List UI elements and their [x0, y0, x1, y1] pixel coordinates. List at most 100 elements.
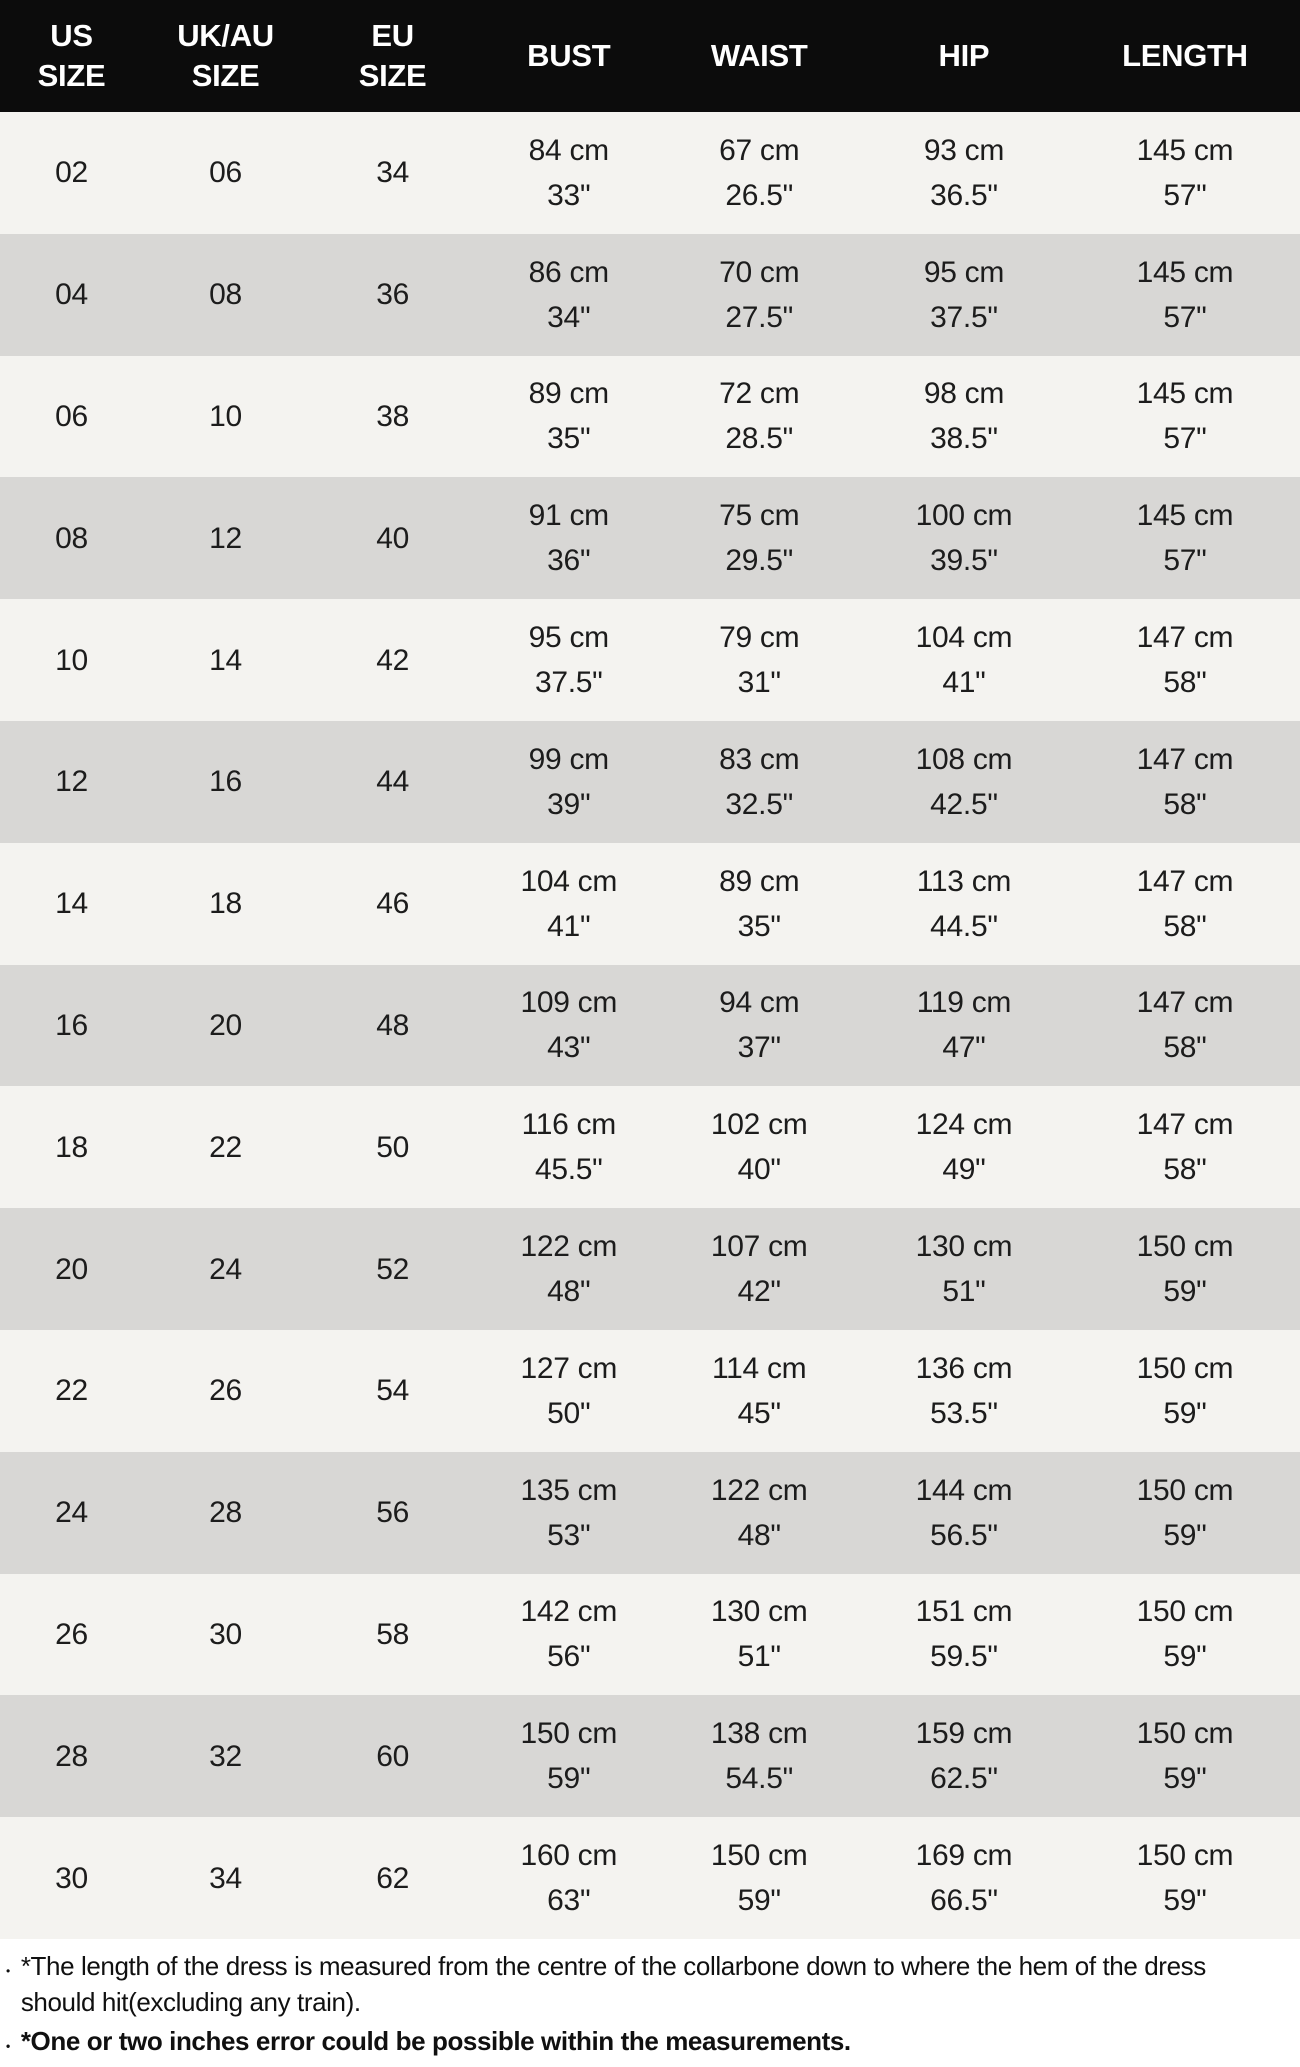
cell-uk-au-size: 32 [209, 1739, 242, 1773]
cell-us-size: 18 [55, 1130, 88, 1164]
cell-hip: 119 cm 47" [916, 986, 1012, 1065]
cell-hip: 151 cm 59.5" [915, 1595, 1013, 1674]
cell-hip: 93 cm 36.5" [923, 133, 1005, 212]
table-row: 30 34 62 160 cm 63" 150 cm 59" 169 cm 66.5" 15… [0, 1817, 1300, 1939]
cell-hip: 130 cm 51" [915, 1230, 1013, 1309]
cell-us-size: 04 [55, 278, 88, 312]
cell-uk-au-size: 24 [209, 1252, 242, 1286]
cell-bust: 91 cm 36" [528, 499, 610, 578]
table-row: 06 10 38 89 cm 35" 72 cm 28.5" 98 cm 38.5" 145… [0, 355, 1300, 478]
cell-uk-au-size: 22 [209, 1130, 242, 1164]
cell-us-size: 20 [55, 1252, 88, 1286]
cell-length: 150 cm 59" [1136, 1473, 1234, 1552]
cell-us-size: 10 [55, 643, 88, 677]
cell-eu-size: 52 [376, 1252, 409, 1286]
cell-hip: 136 cm 53.5" [915, 1351, 1013, 1430]
table-row: 14 18 46 104 cm 41" 89 cm 35" 113 cm 44.5" 147… [0, 842, 1300, 965]
cell-eu-size: 58 [376, 1617, 409, 1651]
cell-uk-au-size: 06 [209, 156, 242, 190]
cell-length: 147 cm 58" [1136, 1108, 1234, 1187]
cell-hip: 95 cm 37.5" [923, 255, 1005, 334]
size-table: US SIZE UK/AU SIZE EU SIZE BUST WAIST HIP LENG… [0, 0, 1300, 1939]
cell-eu-size: 62 [376, 1861, 409, 1895]
cell-waist: 114 cm 45" [712, 1351, 807, 1430]
cell-length: 147 cm 58" [1136, 742, 1234, 821]
cell-eu-size: 36 [376, 278, 409, 312]
cell-waist: 83 cm 32.5" [719, 742, 800, 821]
cell-bust: 84 cm 33" [528, 133, 610, 212]
cell-uk-au-size: 26 [209, 1374, 242, 1408]
table-row: 10 14 42 95 cm 37.5" 79 cm 31" 104 cm 41" 147 … [0, 599, 1300, 721]
cell-hip: 100 cm 39.5" [915, 499, 1013, 578]
cell-uk-au-size: 08 [209, 278, 242, 312]
cell-hip: 144 cm 56.5" [915, 1473, 1013, 1552]
cell-bust: 142 cm 56" [520, 1595, 618, 1674]
cell-waist: 79 cm 31" [719, 621, 800, 700]
cell-eu-size: 46 [376, 887, 409, 921]
footnote: • *The length of the dress is measured fr… [6, 1948, 1272, 2020]
cell-us-size: 26 [55, 1617, 88, 1651]
table-row: 12 16 44 99 cm 39" 83 cm 32.5" 108 cm 42.5" 14… [0, 720, 1300, 843]
cell-us-size: 08 [55, 521, 88, 555]
cell-waist: 138 cm 54.5" [710, 1717, 808, 1796]
cell-bust: 99 cm 39" [528, 742, 610, 821]
cell-eu-size: 34 [376, 156, 409, 190]
column-header-eu-size: EU SIZE [358, 18, 427, 93]
cell-bust: 89 cm 35" [528, 377, 610, 456]
cell-length: 147 cm 58" [1136, 621, 1234, 700]
cell-uk-au-size: 34 [209, 1861, 242, 1895]
cell-bust: 122 cm 48" [520, 1230, 618, 1309]
cell-hip: 98 cm 38.5" [923, 377, 1005, 456]
cell-hip: 169 cm 66.5" [915, 1839, 1013, 1918]
cell-uk-au-size: 30 [209, 1617, 242, 1651]
cell-us-size: 06 [55, 399, 88, 433]
cell-length: 147 cm 58" [1136, 986, 1234, 1065]
cell-us-size: 16 [55, 1008, 88, 1042]
cell-eu-size: 44 [376, 765, 409, 799]
cell-waist: 67 cm 26.5" [719, 133, 800, 212]
cell-waist: 75 cm 29.5" [719, 499, 800, 578]
cell-bust: 127 cm 50" [520, 1351, 618, 1430]
footnote: • *One or two inches error could be possi… [6, 2023, 1272, 2064]
cell-eu-size: 54 [376, 1374, 409, 1408]
column-header-uk-au-size: UK/AU SIZE [177, 18, 274, 93]
cell-eu-size: 42 [376, 643, 409, 677]
cell-eu-size: 40 [376, 521, 409, 555]
table-row: 04 08 36 86 cm 34" 70 cm 27.5" 95 cm 37.5" 145… [0, 233, 1300, 356]
cell-waist: 107 cm 42" [710, 1230, 808, 1309]
cell-hip: 124 cm 49" [915, 1108, 1013, 1187]
cell-bust: 160 cm 63" [520, 1839, 618, 1918]
cell-length: 145 cm 57" [1136, 133, 1234, 212]
cell-waist: 130 cm 51" [710, 1595, 808, 1674]
cell-bust: 109 cm 43" [520, 986, 618, 1065]
cell-length: 150 cm 59" [1136, 1230, 1234, 1309]
table-header-row: US SIZE UK/AU SIZE EU SIZE BUST WAIST HIP LENG… [0, 0, 1300, 112]
cell-uk-au-size: 10 [209, 399, 242, 433]
table-row: 28 32 60 150 cm 59" 138 cm 54.5" 159 cm 62.5"… [0, 1695, 1300, 1818]
cell-us-size: 28 [55, 1739, 88, 1773]
cell-bust: 95 cm 37.5" [528, 621, 610, 700]
footnotes: • *The length of the dress is measured fr… [0, 1938, 1300, 2067]
cell-eu-size: 60 [376, 1739, 409, 1773]
column-header-us-size: US SIZE [37, 18, 106, 93]
cell-waist: 102 cm 40" [710, 1108, 808, 1187]
table-row: 24 28 56 135 cm 53" 122 cm 48" 144 cm 56.5" 15… [0, 1451, 1300, 1574]
column-header-waist: WAIST [710, 38, 808, 73]
cell-hip: 159 cm 62.5" [915, 1717, 1013, 1796]
cell-bust: 86 cm 34" [528, 255, 610, 334]
cell-length: 150 cm 59" [1136, 1595, 1234, 1674]
cell-waist: 122 cm 48" [710, 1473, 808, 1552]
table-row: 20 24 52 122 cm 48" 107 cm 42" 130 cm 51" 150 … [0, 1208, 1300, 1330]
cell-uk-au-size: 16 [209, 765, 242, 799]
table-row: 16 20 48 109 cm 43" 94 cm 37" 119 cm 47" 147 c… [0, 964, 1300, 1087]
cell-bust: 116 cm 45.5" [521, 1108, 617, 1187]
cell-length: 150 cm 59" [1136, 1351, 1234, 1430]
cell-uk-au-size: 14 [209, 643, 242, 677]
table-row: 22 26 54 127 cm 50" 114 cm 45" 136 cm 53.5" 15… [0, 1329, 1300, 1452]
cell-us-size: 14 [55, 887, 88, 921]
cell-uk-au-size: 20 [209, 1008, 242, 1042]
cell-hip: 113 cm 44.5" [916, 864, 1012, 943]
cell-eu-size: 38 [376, 399, 409, 433]
table-row: 02 06 34 84 cm 33" 67 cm 26.5" 93 cm 36.5" 145… [0, 112, 1300, 234]
cell-us-size: 12 [55, 765, 88, 799]
